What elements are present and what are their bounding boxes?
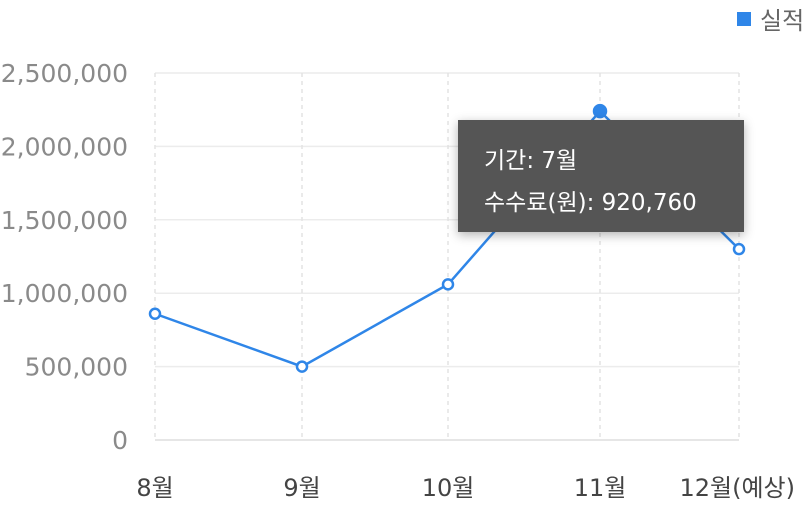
y-tick-label: 2,500,000 [1,59,128,88]
legend-label: 실적 [760,7,804,35]
grid [154,72,740,441]
data-point[interactable] [441,278,455,291]
legend-swatch [737,12,751,26]
x-tick-label: 10월 [422,474,475,502]
y-tick-label: 1,000,000 [1,279,128,308]
x-tick-label: 9월 [283,474,320,502]
data-point[interactable] [148,307,162,321]
data-point[interactable] [592,103,608,119]
y-tick-label: 2,000,000 [1,132,128,161]
tooltip-fee: 수수료(원): 920,760 [484,190,697,216]
tooltip-period: 기간: 7월 [484,148,578,174]
tooltip: 기간: 7월 수수료(원): 920,760 [458,120,744,232]
y-tick-label: 500,000 [25,353,128,382]
x-axis-ticks: 8월 9월 10월 11월 12월(예상) [136,474,795,502]
x-tick-label: 8월 [136,474,173,502]
y-axis-ticks: 0 500,000 1,000,000 1,500,000 2,000,000 2,500… [1,59,128,455]
y-tick-label: 1,500,000 [1,206,128,235]
y-tick-label: 0 [112,426,128,455]
legend[interactable]: 실적 [737,7,804,35]
x-tick-label: 11월 [574,474,627,502]
x-tick-label: 12월(예상) [679,474,795,502]
data-point[interactable] [732,242,746,256]
data-point[interactable] [295,360,309,373]
